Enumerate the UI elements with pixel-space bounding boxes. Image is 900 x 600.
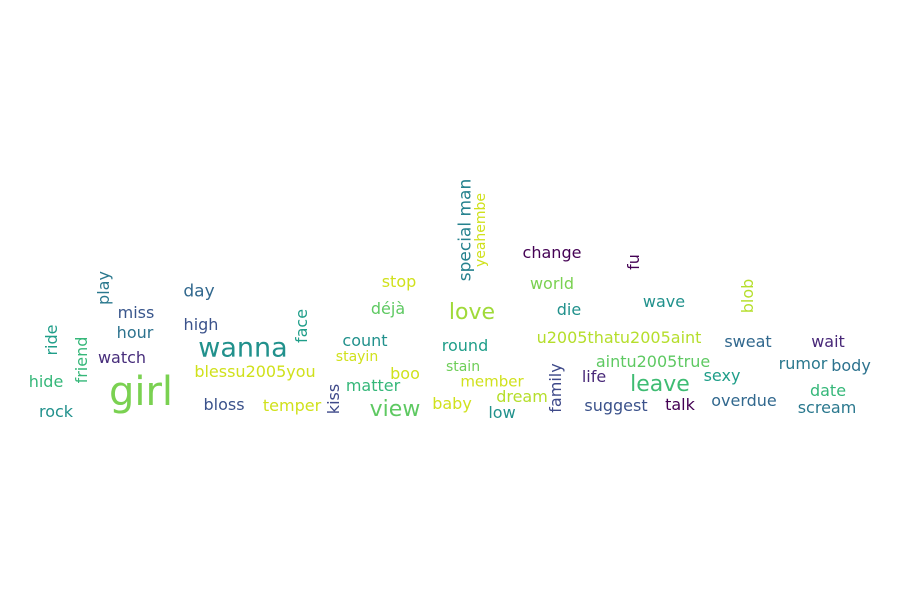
word-34: blessu2005you (194, 362, 316, 381)
word-17: face (292, 308, 311, 344)
word-2: love (448, 300, 496, 325)
word-7: change (522, 243, 582, 262)
word-36: boo (390, 364, 420, 383)
word-42: kiss (324, 383, 343, 415)
word-8: fu (624, 254, 643, 270)
word-23: count (342, 331, 388, 350)
word-21: hour (116, 323, 154, 342)
word-18: déjà (370, 299, 406, 318)
word-19: die (556, 300, 582, 319)
word-24: round (441, 336, 489, 355)
word-44: dream (496, 387, 548, 406)
word-51: scream (797, 398, 857, 417)
word-32: rumor (778, 354, 828, 373)
word-20: friend (72, 336, 91, 384)
word-13: wave (642, 292, 686, 311)
word-39: hide (28, 372, 64, 391)
word-41: member (460, 372, 524, 391)
word-38: sexy (703, 366, 741, 385)
word-43: date (809, 381, 847, 400)
word-48: baby (432, 394, 472, 413)
word-22: high (183, 315, 219, 334)
word-53: low (488, 403, 516, 422)
word-6: yeahembe (473, 192, 489, 268)
word-37: life (581, 367, 607, 386)
word-1: wanna (198, 332, 288, 364)
word-3: view (369, 397, 421, 422)
word-11: stop (381, 272, 417, 291)
word-15: ride (42, 324, 61, 356)
word-14: blob (738, 278, 757, 314)
word-33: body (831, 356, 871, 375)
word-52: rock (38, 402, 74, 421)
word-0: girl (108, 369, 174, 415)
word-40: matter (345, 376, 401, 395)
word-30: family (546, 363, 565, 413)
word-10: day (183, 281, 215, 302)
word-4: leave (630, 372, 690, 397)
word-9: play (94, 271, 113, 305)
word-12: world (529, 274, 575, 293)
word-28: watch (97, 348, 147, 367)
word-50: talk (665, 395, 695, 414)
word-31: aintu2005true (595, 352, 711, 371)
word-27: wait (811, 332, 845, 351)
word-49: suggest (584, 396, 648, 415)
word-45: overdue (711, 391, 777, 410)
word-5: special man (455, 178, 476, 282)
word-47: temper (262, 396, 322, 415)
word-16: miss (117, 303, 155, 322)
word-26: sweat (724, 332, 772, 351)
word-35: stain (445, 359, 481, 375)
word-46: bloss (203, 395, 245, 414)
word-29: stayin (335, 349, 379, 365)
word-25: u2005thatu2005aint (536, 328, 702, 347)
